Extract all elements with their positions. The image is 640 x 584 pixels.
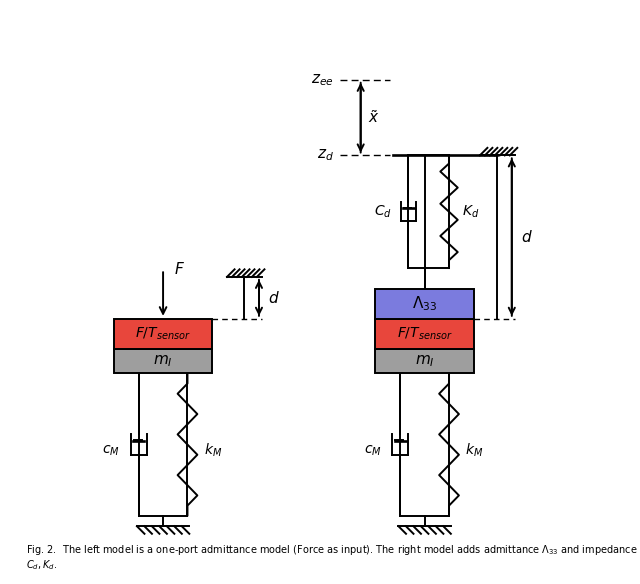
Text: $K_d$: $K_d$ (462, 204, 479, 220)
Text: $c_M$: $c_M$ (102, 443, 120, 458)
Text: $k_M$: $k_M$ (465, 442, 483, 459)
Bar (114, 319, 212, 349)
Text: $m_I$: $m_I$ (153, 353, 173, 369)
Text: $c_M$: $c_M$ (364, 443, 381, 458)
Text: $k_M$: $k_M$ (204, 442, 222, 459)
Text: $F$: $F$ (173, 261, 184, 277)
Text: $d$: $d$ (520, 229, 532, 245)
Text: $z_{ee}$: $z_{ee}$ (310, 72, 333, 88)
Bar (375, 319, 474, 349)
Text: $m_I$: $m_I$ (415, 353, 435, 369)
Text: $\tilde{x}$: $\tilde{x}$ (367, 109, 380, 126)
Text: Fig. 2.  The left model is a one-port admittance model (Force as input). The rig: Fig. 2. The left model is a one-port adm… (26, 543, 637, 572)
Text: $\Lambda_{33}$: $\Lambda_{33}$ (412, 294, 437, 313)
Text: $F/T_{sensor}$: $F/T_{sensor}$ (135, 326, 191, 342)
Text: $d$: $d$ (268, 290, 280, 306)
Text: $F/T_{sensor}$: $F/T_{sensor}$ (397, 326, 452, 342)
Bar (375, 349, 474, 373)
Text: $z_d$: $z_d$ (317, 148, 333, 164)
Text: $C_d$: $C_d$ (374, 204, 392, 220)
Bar (375, 288, 474, 319)
Bar (114, 349, 212, 373)
